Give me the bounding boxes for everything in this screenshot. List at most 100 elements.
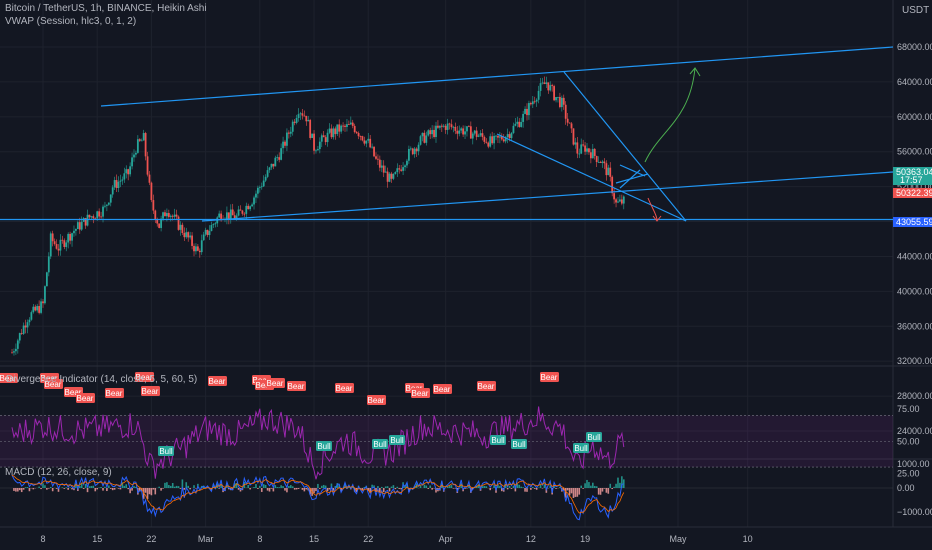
macd-histogram-bar: [249, 488, 251, 490]
lower-channel-line: [201, 171, 894, 222]
macd-histogram-bar: [611, 488, 613, 490]
candle-down: [462, 128, 465, 135]
bear-tag-box: [287, 381, 306, 391]
price-tick-label: 60000.00: [897, 112, 932, 122]
candle-up: [493, 135, 495, 144]
macd-histogram-bar: [320, 485, 323, 488]
bull-tag: Bull: [158, 446, 174, 456]
bull-tag-label: Bull: [587, 433, 601, 442]
currency-label[interactable]: USDT: [902, 5, 930, 16]
candle-down: [42, 301, 44, 304]
macd-histogram-bar: [266, 488, 269, 491]
macd-histogram-bar: [247, 485, 250, 488]
candle-down: [605, 163, 608, 176]
macd-histogram-bar: [63, 488, 66, 489]
candle-down: [502, 139, 505, 142]
candle-up: [541, 82, 544, 84]
macd-histogram-bar: [386, 486, 389, 488]
candle-up: [317, 149, 319, 151]
macd-histogram-bar: [260, 488, 263, 492]
candle-up: [67, 233, 70, 243]
bull-tag-label: Bull: [390, 436, 404, 445]
macd-histogram-bar: [75, 483, 77, 488]
macd-histogram-bar: [119, 488, 122, 490]
candle-up: [195, 246, 197, 252]
candle-down: [150, 182, 153, 201]
candle-up: [431, 129, 434, 135]
macd-histogram-bar: [278, 487, 280, 488]
macd-histogram-bar: [481, 486, 484, 488]
macd-histogram-bar: [127, 488, 129, 490]
bear-tag-label: Bear: [65, 388, 82, 397]
candle-up: [47, 256, 50, 273]
candle-down: [330, 128, 333, 138]
candle-up: [580, 144, 583, 154]
candle-down: [177, 216, 180, 230]
candle-down: [497, 135, 499, 138]
bear-tag: Bear: [367, 395, 386, 405]
candle-up: [208, 231, 211, 236]
candle-up: [446, 123, 449, 130]
macd-histogram-bar: [67, 488, 69, 490]
bear-tag-label: Bear: [541, 373, 558, 382]
macd-histogram-bar: [235, 482, 238, 488]
price-tick-label: 24000.00: [897, 426, 932, 436]
macd-line: [11, 474, 624, 521]
bear-tag: Bear: [477, 381, 496, 391]
bull-tag-box: [158, 446, 174, 456]
candle-up: [506, 134, 509, 138]
candle-up: [320, 135, 323, 142]
candle-down: [359, 136, 362, 137]
candle-down: [444, 125, 447, 130]
candle-down: [551, 85, 554, 87]
candle-up: [189, 235, 192, 238]
candle-up: [226, 212, 228, 219]
bull-tag-box: [372, 439, 388, 449]
candle-down: [559, 96, 561, 108]
bull-tag-box: [511, 439, 527, 449]
macd-histogram-bar: [477, 484, 480, 488]
candle-down: [481, 133, 484, 138]
price-tick-label: 36000.00: [897, 321, 932, 331]
macd-histogram-bar: [413, 485, 416, 488]
price-tick-label: 52000.00: [897, 182, 932, 192]
candle-up: [135, 152, 137, 155]
candle-down: [227, 212, 230, 220]
candle-down: [595, 155, 598, 163]
macd-histogram-bar: [425, 485, 428, 488]
macd-histogram-bar: [322, 484, 325, 488]
macd-histogram-bar: [568, 488, 571, 496]
candle-up: [280, 148, 283, 160]
candle-down: [57, 248, 60, 251]
macd-histogram-bar: [109, 488, 112, 489]
candle-up: [545, 82, 548, 84]
candle-up: [402, 167, 404, 171]
macd-histogram-bar: [257, 488, 259, 489]
macd-histogram-bar: [169, 485, 172, 488]
bear-tag-box: [266, 378, 285, 388]
macd-pane[interactable]: [0, 474, 893, 521]
candle-up: [214, 223, 217, 225]
candle-up: [406, 160, 408, 166]
price-tick-label: 28000.00: [897, 391, 932, 401]
candle-up: [460, 128, 463, 131]
macd-histogram-bar: [86, 488, 89, 493]
candle-up: [113, 180, 116, 188]
macd-histogram-bar: [524, 488, 526, 492]
candle-down: [547, 82, 550, 91]
upper-channel-line: [100, 46, 894, 107]
trendline-drawings[interactable]: [0, 46, 894, 222]
macd-histogram-bar: [131, 488, 133, 491]
macd-histogram-bar: [590, 485, 592, 488]
price-tag-value: 43055.59: [896, 217, 932, 227]
candle-up: [498, 136, 501, 138]
candle-up: [512, 125, 515, 133]
candle-up: [274, 157, 277, 167]
macd-histogram-bar: [291, 486, 294, 488]
macd-histogram-bar: [512, 485, 515, 488]
macd-histogram-bar: [392, 485, 395, 488]
macd-histogram-bar: [255, 484, 257, 488]
candle-up: [332, 128, 335, 138]
